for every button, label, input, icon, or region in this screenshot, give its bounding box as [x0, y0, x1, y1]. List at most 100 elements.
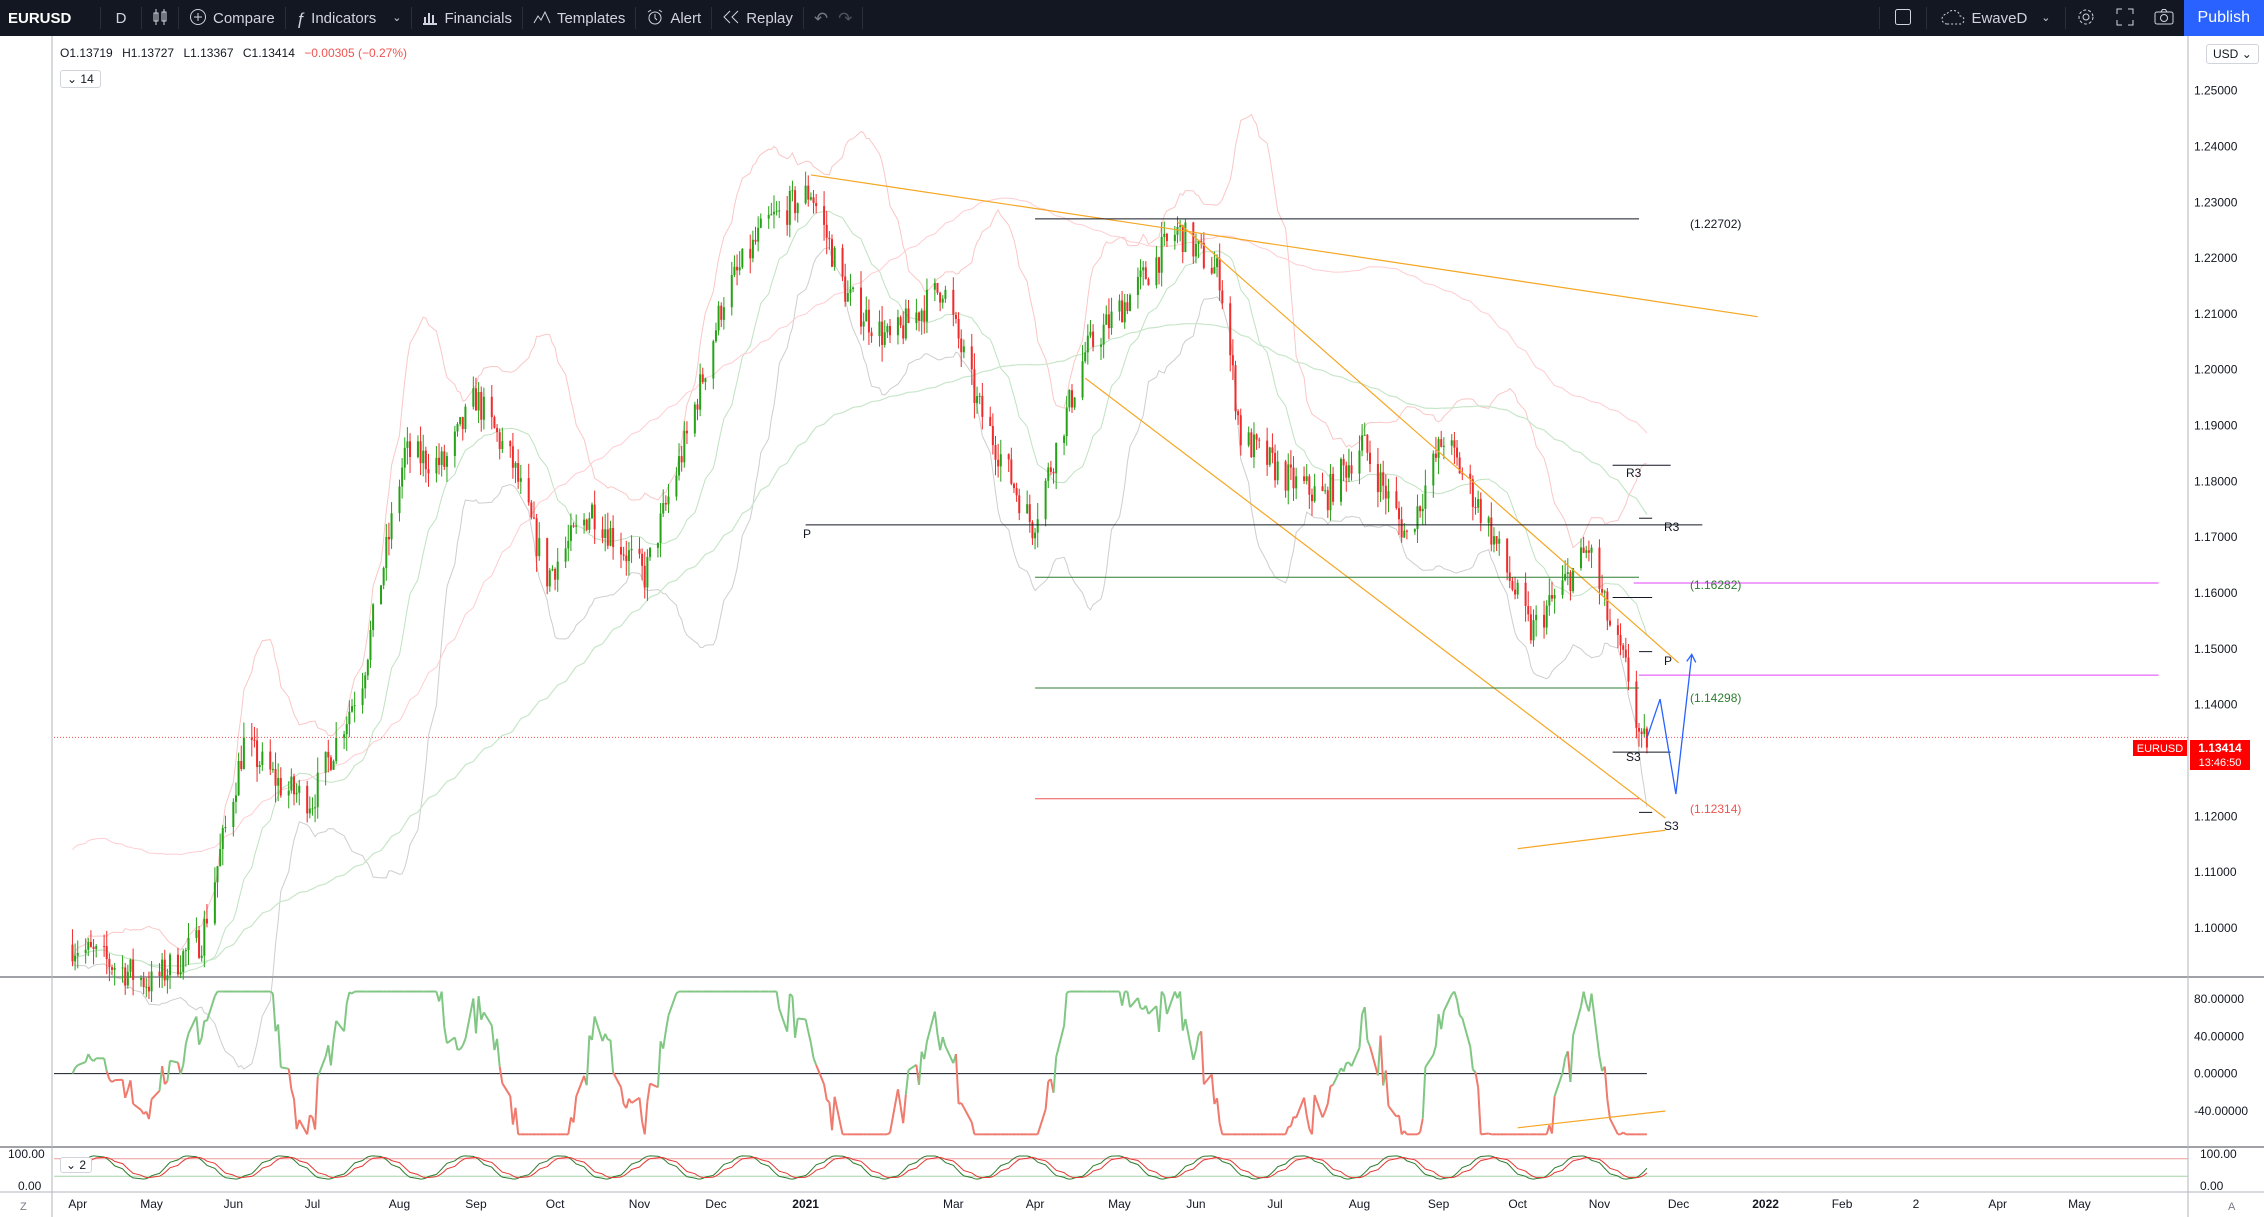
oscillator-axis: 80.00000 40.00000 0.00000 -40.00000	[2194, 992, 2248, 1118]
candle-body	[1601, 588, 1604, 593]
candle-body	[1508, 572, 1511, 581]
osc-segment	[1324, 1103, 1329, 1112]
candle-body	[1606, 591, 1609, 621]
settings-button[interactable]	[2066, 0, 2106, 36]
candle-body	[954, 314, 957, 319]
osc-segment	[1136, 997, 1142, 1009]
candle-body	[1084, 352, 1087, 362]
currency-select[interactable]: USD ⌄	[2206, 44, 2259, 64]
candle-body	[812, 197, 815, 204]
candle-body	[1532, 620, 1535, 641]
templates-button[interactable]: Templates	[523, 0, 635, 36]
publish-button[interactable]: Publish	[2183, 0, 2264, 36]
candle-body	[591, 504, 594, 519]
osc-segment	[345, 992, 351, 1004]
interval-label: D	[115, 9, 127, 27]
osc-segment	[789, 993, 794, 998]
financials-button[interactable]: Financials	[412, 0, 522, 36]
candle-body	[1387, 491, 1390, 499]
chevron-down-icon[interactable]: ⌄	[2041, 11, 2051, 24]
candle-body	[527, 478, 530, 503]
candle-body	[883, 332, 886, 345]
snapshot-button[interactable]	[2144, 0, 2184, 36]
candle-body	[807, 185, 810, 200]
replay-button[interactable]: Replay	[712, 0, 803, 36]
chart-canvas[interactable]: 1.25000 1.24000 1.23000 1.22000 1.21000 1.200…	[0, 36, 2264, 1217]
candle-body	[1155, 257, 1158, 286]
candle-body	[443, 451, 446, 467]
candle-body	[749, 248, 752, 259]
candle-body	[662, 502, 665, 514]
candle-body	[1442, 445, 1445, 447]
osc-segment	[287, 1068, 293, 1090]
osc-segment	[675, 990, 680, 995]
candle-body	[1292, 467, 1295, 489]
undo-button[interactable]: ↶	[804, 0, 838, 36]
toolbar-right: EwaveD ⌄ Publish	[1879, 0, 2264, 36]
osc-segment	[786, 993, 791, 1032]
symbol-search-button[interactable]: EURUSD	[0, 0, 100, 36]
candle-body	[1081, 361, 1084, 398]
osc-segment	[1342, 1062, 1348, 1072]
sma-upper-line	[72, 197, 1648, 856]
candle-body	[1376, 463, 1379, 493]
candle-body	[179, 972, 182, 975]
osc-segment	[92, 1057, 97, 1062]
osc-segment	[490, 1025, 496, 1051]
osc-segment	[896, 1089, 902, 1107]
candle-body	[348, 711, 351, 725]
redo-button[interactable]: ↷	[838, 0, 862, 36]
candle-body	[509, 441, 512, 447]
chevron-down-icon[interactable]: ⌄	[392, 11, 402, 24]
osc-segment	[179, 1064, 185, 1075]
fullscreen-button[interactable]	[2106, 0, 2144, 36]
candle-body	[823, 206, 826, 225]
candle-body	[815, 203, 818, 207]
candle-body	[1350, 465, 1353, 474]
timezone-z-button[interactable]: Z	[20, 1201, 27, 1213]
trendline-resistance	[810, 174, 1758, 318]
candle-body	[896, 317, 899, 336]
candle-body	[234, 795, 237, 802]
osc-segment	[1458, 1014, 1464, 1019]
candle-body	[609, 527, 612, 546]
candle-body	[364, 675, 367, 689]
layout-button[interactable]	[1880, 0, 1926, 36]
candle-body	[572, 525, 575, 527]
candle-body	[991, 426, 994, 446]
candle-body	[1358, 450, 1361, 474]
candle-body	[519, 478, 522, 482]
candle-body	[1395, 491, 1398, 509]
osc-segment	[290, 1088, 295, 1100]
candle-body	[295, 792, 298, 795]
interval-button[interactable]: D	[101, 0, 141, 36]
save-layout-button[interactable]: EwaveD ⌄	[1927, 0, 2064, 36]
current-symbol-label: EURUSD	[2137, 743, 2184, 755]
osc-segment	[918, 1051, 923, 1085]
candle-body	[1310, 494, 1313, 502]
compare-button[interactable]: Compare	[179, 0, 285, 36]
pane3-left-top: 100.00	[8, 1147, 45, 1161]
candle-body	[1179, 225, 1182, 228]
candle-body	[757, 227, 760, 242]
auto-scale-button[interactable]: A	[2228, 1201, 2236, 1213]
chart-style-button[interactable]	[142, 0, 178, 36]
indicators-toggle-button[interactable]: ⌄ 14	[60, 70, 101, 88]
osc-segment	[440, 991, 446, 1028]
time-tick-label: Oct	[546, 1197, 565, 1211]
indicators-button[interactable]: ƒ Indicators ⌄	[286, 0, 412, 36]
alert-button[interactable]: Alert	[636, 0, 711, 36]
candle-body	[678, 456, 681, 476]
osc-segment	[638, 1097, 644, 1122]
candle-body	[712, 341, 715, 379]
candle-body	[1498, 538, 1501, 544]
candle-body	[1369, 452, 1372, 464]
pane3-toggle-button[interactable]: ⌄ 2	[60, 1157, 93, 1173]
time-tick-label: Mar	[943, 1197, 964, 1211]
price-tick-label: 1.16000	[2194, 586, 2238, 600]
candle-body	[87, 941, 90, 950]
candle-body	[1440, 439, 1443, 447]
candle-body	[612, 527, 615, 548]
candle-body	[714, 330, 717, 342]
candle-body	[936, 282, 939, 293]
